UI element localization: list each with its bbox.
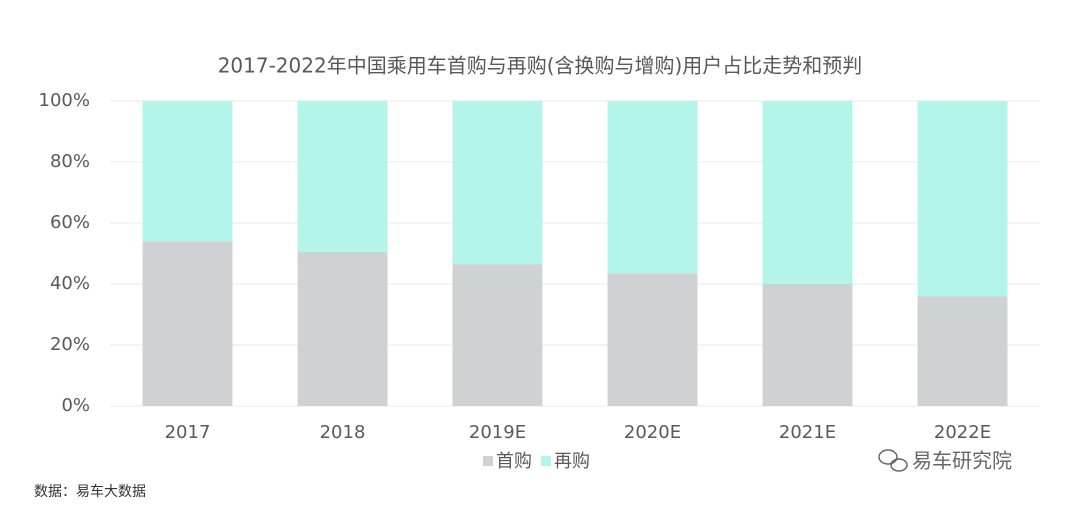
y-tick-label: 60% [50, 212, 90, 233]
chart-title: 2017-2022年中国乘用车首购与再购(含换购与增购)用户占比走势和预判 [218, 54, 863, 78]
bar-segment [607, 101, 698, 274]
y-tick-label: 0% [61, 395, 90, 416]
legend-label: 再购 [554, 451, 590, 472]
bar-segment [297, 101, 388, 252]
bar-segment [762, 284, 853, 406]
x-tick-label: 2020E [624, 422, 681, 443]
y-tick-label: 40% [50, 273, 90, 294]
bar-segment [917, 296, 1008, 406]
y-tick-label: 20% [50, 334, 90, 355]
bar-segment [917, 101, 1008, 297]
y-tick-label: 100% [39, 90, 90, 111]
bar-segment [142, 101, 233, 242]
x-tick-label: 2022E [934, 422, 991, 443]
x-tick-label: 2018 [320, 422, 366, 443]
bar-segment [452, 101, 543, 265]
x-tick-label: 2021E [779, 422, 836, 443]
legend-swatch [541, 456, 551, 466]
bar-segment [762, 101, 853, 284]
bar-segment [607, 273, 698, 406]
source: 数据：易车大数据 [34, 483, 146, 500]
wechat-icon [878, 449, 908, 472]
y-tick-label: 80% [50, 151, 90, 172]
bar-segment [452, 264, 543, 406]
bar-segment [297, 251, 388, 406]
watermark: 易车研究院 [912, 449, 1012, 473]
x-tick-label: 2017 [165, 422, 211, 443]
x-tick-label: 2019E [469, 422, 526, 443]
legend-swatch [483, 456, 493, 466]
bar-segment [142, 241, 233, 406]
legend-label: 首购 [496, 451, 532, 472]
